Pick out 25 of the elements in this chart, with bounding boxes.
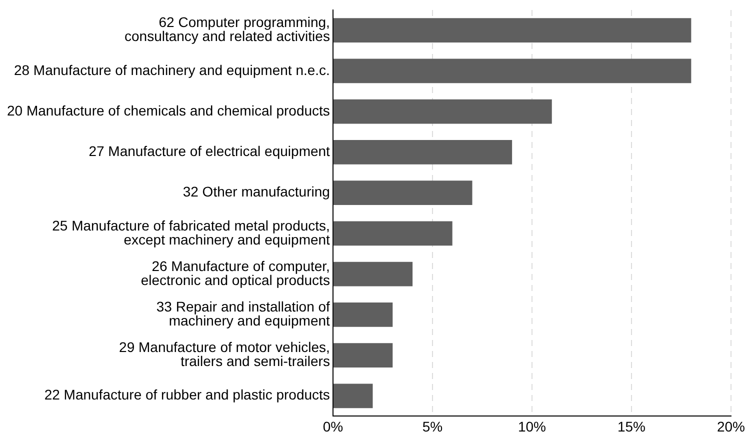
- x-tick-label: 0%: [322, 418, 344, 434]
- bar: [333, 99, 552, 124]
- y-tick-label: 27 Manufacture of electrical equipment: [88, 143, 330, 160]
- x-tick-label: 10%: [518, 418, 546, 434]
- x-tick-label: 5%: [422, 418, 443, 434]
- bar: [333, 221, 452, 246]
- bar: [333, 18, 692, 42]
- y-tick-label: 29 Manufacture of motor vehicles, trailers and semi-trailers: [119, 339, 330, 370]
- x-tick-label: 20%: [716, 418, 746, 434]
- y-tick-label: 28 Manufacture of machinery and equipment n.e.c.: [14, 62, 330, 78]
- y-tick-label: 25 Manufacture of fabricated metal products, except machinery and equipment: [52, 217, 330, 248]
- bar: [333, 140, 512, 164]
- bar: [333, 302, 393, 327]
- bar: [333, 262, 413, 286]
- y-tick-label: 20 Manufacture of chemicals and chemical products: [6, 102, 330, 118]
- y-tick-label: 26 Manufacture of computer, electronic and optical products: [140, 258, 330, 288]
- y-tick-label: 33 Repair and installation of machinery and equipment: [156, 298, 330, 329]
- bar: [333, 180, 472, 205]
- y-tick-label: 22 Manufacture of rubber and plastic products: [44, 386, 330, 403]
- bar: [333, 58, 692, 84]
- y-tick-label: 32 Other manufacturing: [182, 184, 330, 200]
- bar: [333, 343, 393, 368]
- y-tick-label: 62 Computer programming, consultancy and related activities: [124, 14, 330, 44]
- x-tick-label: 15%: [617, 418, 646, 434]
- bar: [333, 384, 373, 408]
